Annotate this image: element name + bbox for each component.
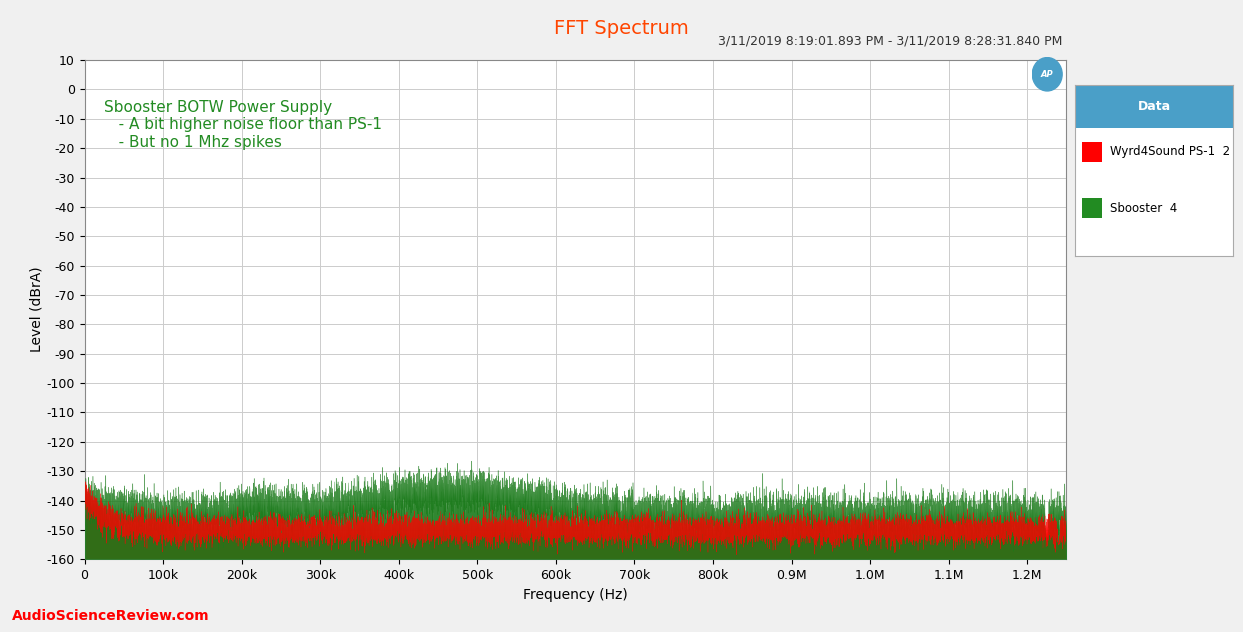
Y-axis label: Level (dBrA): Level (dBrA) [30, 267, 44, 353]
Text: Data: Data [1137, 100, 1171, 113]
X-axis label: Frequency (Hz): Frequency (Hz) [523, 588, 628, 602]
Circle shape [1032, 58, 1062, 91]
Text: AP: AP [1040, 70, 1054, 79]
Text: FFT Spectrum: FFT Spectrum [554, 19, 689, 38]
Text: Sbooster BOTW Power Supply
   - A bit higher noise floor than PS-1
   - But no 1: Sbooster BOTW Power Supply - A bit highe… [104, 100, 382, 150]
Text: AudioScienceReview.com: AudioScienceReview.com [12, 609, 210, 623]
Bar [1081, 142, 1103, 162]
Text: Sbooster  4: Sbooster 4 [1110, 202, 1177, 215]
Text: Wyrd4Sound PS-1  2: Wyrd4Sound PS-1 2 [1110, 145, 1231, 159]
FancyBboxPatch shape [1075, 85, 1233, 128]
Text: 3/11/2019 8:19:01.893 PM - 3/11/2019 8:28:31.840 PM: 3/11/2019 8:19:01.893 PM - 3/11/2019 8:2… [718, 35, 1063, 48]
Bar [1081, 198, 1103, 219]
